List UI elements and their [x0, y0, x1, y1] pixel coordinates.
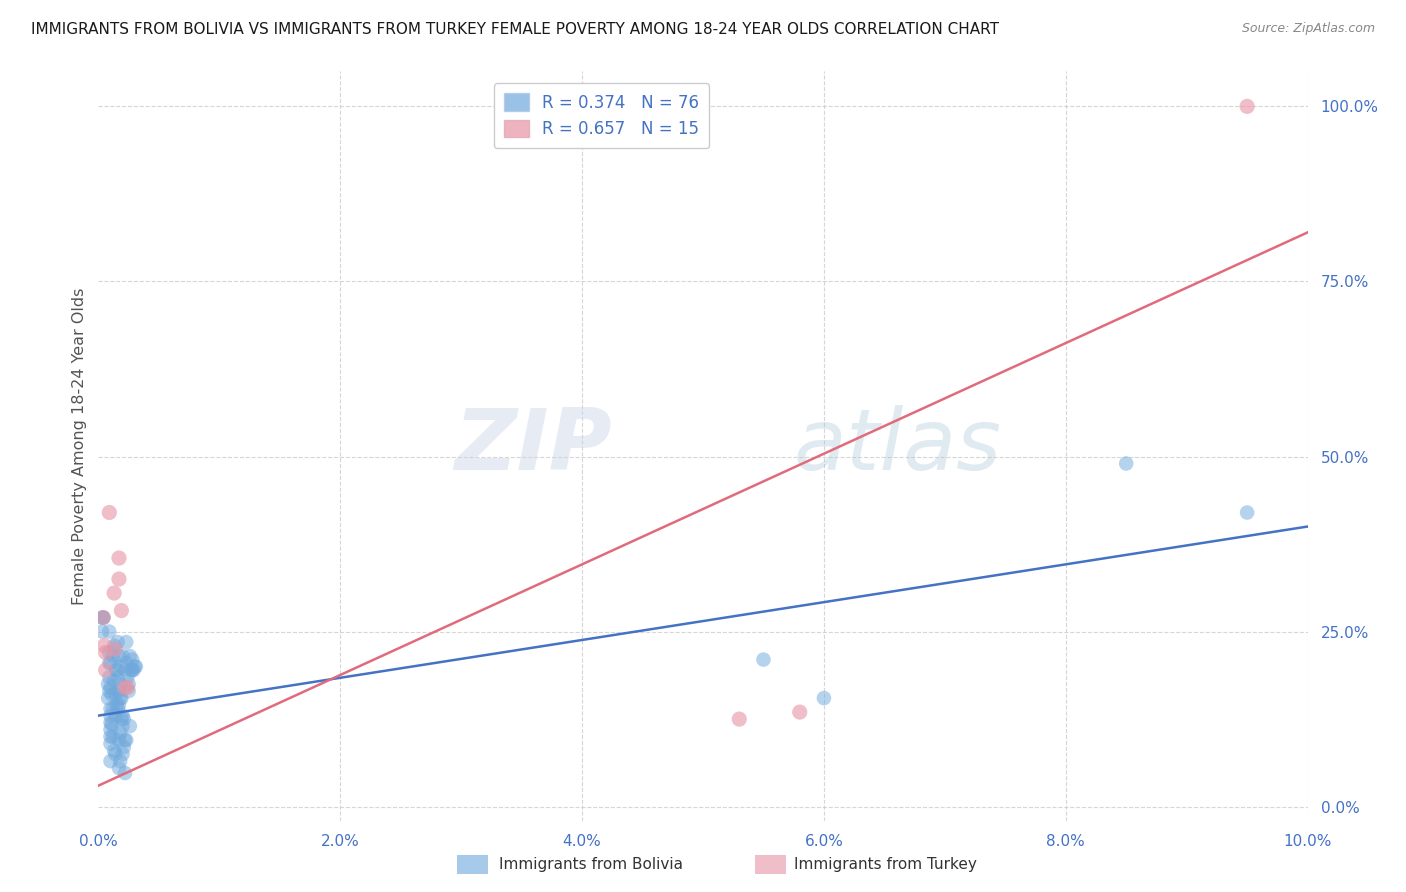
Point	[120, 663, 142, 677]
Point	[1236, 99, 1258, 113]
Point	[110, 659, 132, 673]
Point	[98, 506, 121, 520]
Point	[103, 586, 125, 600]
Point	[98, 656, 121, 670]
Point	[97, 677, 120, 691]
Point	[98, 684, 121, 698]
Text: Immigrants from Turkey: Immigrants from Turkey	[794, 857, 977, 872]
Point	[752, 652, 775, 666]
Point	[100, 701, 122, 715]
Point	[101, 701, 124, 715]
Point	[101, 649, 124, 664]
Legend: R = 0.374   N = 76, R = 0.657   N = 15: R = 0.374 N = 76, R = 0.657 N = 15	[494, 84, 709, 148]
Point	[107, 701, 129, 715]
Point	[103, 743, 125, 757]
Point	[100, 688, 122, 702]
Text: atlas: atlas	[793, 404, 1001, 488]
Point	[108, 733, 131, 747]
Point	[110, 691, 132, 706]
Point	[121, 652, 143, 666]
Point	[91, 610, 114, 624]
Point	[121, 663, 143, 677]
Point	[108, 677, 131, 691]
Point	[100, 681, 122, 695]
Point	[91, 610, 114, 624]
Point	[114, 663, 136, 677]
Point	[100, 737, 122, 751]
Point	[124, 659, 146, 673]
Point	[98, 624, 121, 639]
Point	[114, 733, 136, 747]
Point	[104, 642, 127, 657]
Point	[114, 681, 136, 695]
Point	[105, 663, 128, 677]
Point	[105, 663, 128, 677]
Point	[125, 659, 148, 673]
Point	[100, 754, 122, 768]
Point	[108, 551, 131, 566]
Point	[117, 670, 139, 684]
Point	[100, 708, 122, 723]
Point	[100, 717, 122, 731]
Point	[94, 663, 117, 677]
Point	[813, 691, 835, 706]
Point	[108, 761, 131, 775]
Point	[91, 624, 114, 639]
Point	[110, 603, 132, 617]
Point	[118, 677, 141, 691]
Point	[111, 649, 134, 664]
Point	[115, 733, 138, 747]
Point	[115, 635, 138, 649]
Point	[91, 610, 114, 624]
Point	[117, 681, 139, 695]
Point	[111, 708, 134, 723]
Point	[98, 646, 121, 660]
Point	[112, 740, 135, 755]
Point	[118, 649, 141, 664]
Point	[108, 649, 131, 664]
Point	[115, 656, 138, 670]
Point	[111, 747, 134, 761]
Text: Source: ZipAtlas.com: Source: ZipAtlas.com	[1241, 22, 1375, 36]
Point	[94, 646, 117, 660]
Point	[91, 610, 114, 624]
Point	[118, 719, 141, 733]
Point	[105, 698, 128, 712]
Point	[93, 639, 115, 653]
Point	[97, 691, 120, 706]
Point	[108, 754, 131, 768]
Point	[112, 712, 135, 726]
Point	[107, 635, 129, 649]
Point	[104, 688, 127, 702]
Text: ZIP: ZIP	[454, 404, 613, 488]
Point	[114, 766, 136, 780]
Text: Immigrants from Bolivia: Immigrants from Bolivia	[499, 857, 683, 872]
Point	[103, 639, 125, 653]
Point	[108, 726, 131, 740]
Point	[104, 708, 127, 723]
Point	[1236, 506, 1258, 520]
Point	[98, 670, 121, 684]
Point	[110, 712, 132, 726]
Point	[100, 715, 122, 730]
Point	[107, 670, 129, 684]
Point	[108, 698, 131, 712]
Point	[728, 712, 751, 726]
Y-axis label: Female Poverty Among 18-24 Year Olds: Female Poverty Among 18-24 Year Olds	[72, 287, 87, 605]
Point	[100, 730, 122, 744]
Point	[108, 684, 131, 698]
Point	[118, 684, 141, 698]
Point	[111, 719, 134, 733]
Point	[108, 572, 131, 586]
Point	[101, 730, 124, 744]
Point	[789, 705, 811, 719]
Point	[122, 663, 145, 677]
Point	[108, 691, 131, 706]
Text: IMMIGRANTS FROM BOLIVIA VS IMMIGRANTS FROM TURKEY FEMALE POVERTY AMONG 18-24 YEA: IMMIGRANTS FROM BOLIVIA VS IMMIGRANTS FR…	[31, 22, 998, 37]
Point	[103, 673, 125, 688]
Point	[104, 747, 127, 761]
Point	[100, 656, 122, 670]
Point	[1115, 457, 1137, 471]
Point	[100, 723, 122, 737]
